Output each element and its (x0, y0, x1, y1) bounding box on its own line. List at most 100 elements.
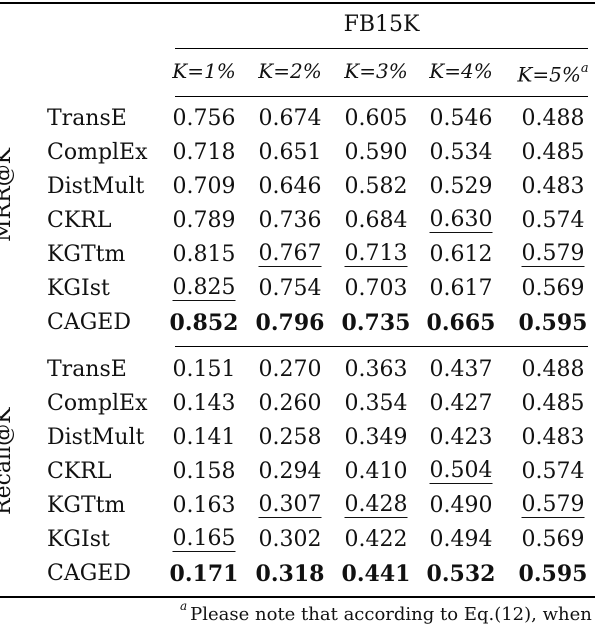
table-cell: 0.318 (255, 561, 325, 587)
table-cell: 0.796 (255, 310, 325, 336)
table-cell: 0.703 (344, 276, 408, 301)
table-cell: 0.674 (258, 106, 322, 131)
footnote-text: Please note that according to Eq.(12), w… (190, 604, 595, 625)
table-cell: 0.488 (521, 106, 585, 131)
method-label: DistMult (47, 425, 145, 450)
table-cell: 0.630 (429, 207, 493, 233)
method-label: CAGED (47, 310, 131, 335)
table-cell: 0.423 (429, 425, 493, 450)
method-label: TransE (47, 106, 127, 131)
table-cell: 0.590 (344, 140, 408, 165)
table-cell: 0.485 (521, 391, 585, 416)
table-cell: 0.349 (344, 425, 408, 450)
method-label: CKRL (47, 459, 112, 484)
column-header: K=5%a (517, 61, 589, 87)
table-cell: 0.354 (344, 391, 408, 416)
method-label: KGTtm (47, 242, 126, 267)
table-cell: 0.260 (258, 391, 322, 416)
table-cell: 0.569 (521, 276, 585, 301)
table-cell: 0.363 (344, 357, 408, 382)
table-cell: 0.574 (521, 208, 585, 233)
table-cell: 0.546 (429, 106, 493, 131)
method-label: KGIst (47, 527, 110, 552)
table-cell: 0.713 (344, 241, 408, 267)
table-cell: 0.579 (521, 492, 585, 518)
method-label: TransE (47, 357, 127, 382)
column-header: K=2% (258, 59, 322, 83)
column-header: K=4% (429, 59, 493, 83)
table-cell: 0.736 (258, 208, 322, 233)
dataset-header: FB15K (343, 12, 420, 37)
method-label: CKRL (47, 208, 112, 233)
top-rule (0, 2, 595, 4)
table-cell: 0.143 (172, 391, 236, 416)
table-cell: 0.302 (258, 527, 322, 552)
table-cell: 0.646 (258, 174, 322, 199)
table-cell: 0.428 (344, 492, 408, 518)
table-cell: 0.483 (521, 174, 585, 199)
method-label: DistMult (47, 174, 145, 199)
table-cell: 0.441 (341, 561, 411, 587)
table-cell: 0.767 (258, 241, 322, 267)
table-cell: 0.595 (518, 561, 588, 587)
header-rule (175, 96, 588, 97)
table-cell: 0.504 (429, 458, 493, 484)
table-cell: 0.574 (521, 459, 585, 484)
method-label: CAGED (47, 561, 131, 586)
table-cell: 0.684 (344, 208, 408, 233)
metric-label-recall: Recall@K (0, 407, 16, 515)
table-cell: 0.582 (344, 174, 408, 199)
table-cell: 0.532 (426, 561, 496, 587)
table-cell: 0.665 (426, 310, 496, 336)
column-header: K=1% (172, 59, 236, 83)
table-cell: 0.605 (344, 106, 408, 131)
table-cell: 0.825 (172, 275, 236, 301)
table-cell: 0.410 (344, 459, 408, 484)
table-cell: 0.163 (172, 493, 236, 518)
table-cell: 0.158 (172, 459, 236, 484)
column-header: K=3% (344, 59, 408, 83)
table-cell: 0.422 (344, 527, 408, 552)
table-cell: 0.165 (172, 526, 236, 552)
group-separator-rule (175, 346, 588, 347)
table-cell: 0.258 (258, 425, 322, 450)
table-cell: 0.735 (341, 310, 411, 336)
table-cell: 0.815 (172, 242, 236, 267)
table-cell: 0.612 (429, 242, 493, 267)
table-cell: 0.294 (258, 459, 322, 484)
table-cell: 0.488 (521, 357, 585, 382)
table-cell: 0.651 (258, 140, 322, 165)
table-cell: 0.617 (429, 276, 493, 301)
method-label: ComplEx (47, 140, 148, 165)
method-label: ComplEx (47, 391, 148, 416)
table-cell: 0.569 (521, 527, 585, 552)
footnote: a Please note that according to Eq.(12), … (180, 598, 595, 626)
table-cell: 0.756 (172, 106, 236, 131)
table-cell: 0.534 (429, 140, 493, 165)
method-label: KGTtm (47, 493, 126, 518)
footnote-marker: a (180, 599, 188, 613)
table-cell: 0.789 (172, 208, 236, 233)
dataset-rule (175, 48, 588, 49)
table-cell: 0.437 (429, 357, 493, 382)
table-cell: 0.852 (169, 310, 239, 336)
table-cell: 0.307 (258, 492, 322, 518)
table-cell: 0.270 (258, 357, 322, 382)
table-cell: 0.483 (521, 425, 585, 450)
table-cell: 0.494 (429, 527, 493, 552)
table-cell: 0.718 (172, 140, 236, 165)
table-cell: 0.529 (429, 174, 493, 199)
table-cell: 0.595 (518, 310, 588, 336)
footnote-ref-marker: a (580, 61, 589, 76)
table-cell: 0.579 (521, 241, 585, 267)
table-cell: 0.754 (258, 276, 322, 301)
method-label: KGIst (47, 276, 110, 301)
table-cell: 0.490 (429, 493, 493, 518)
table-cell: 0.171 (169, 561, 239, 587)
table-cell: 0.141 (172, 425, 236, 450)
table-cell: 0.709 (172, 174, 236, 199)
table-cell: 0.485 (521, 140, 585, 165)
table-cell: 0.427 (429, 391, 493, 416)
bottom-rule (0, 596, 595, 598)
metric-label-mrr: MRR@K (0, 147, 16, 242)
